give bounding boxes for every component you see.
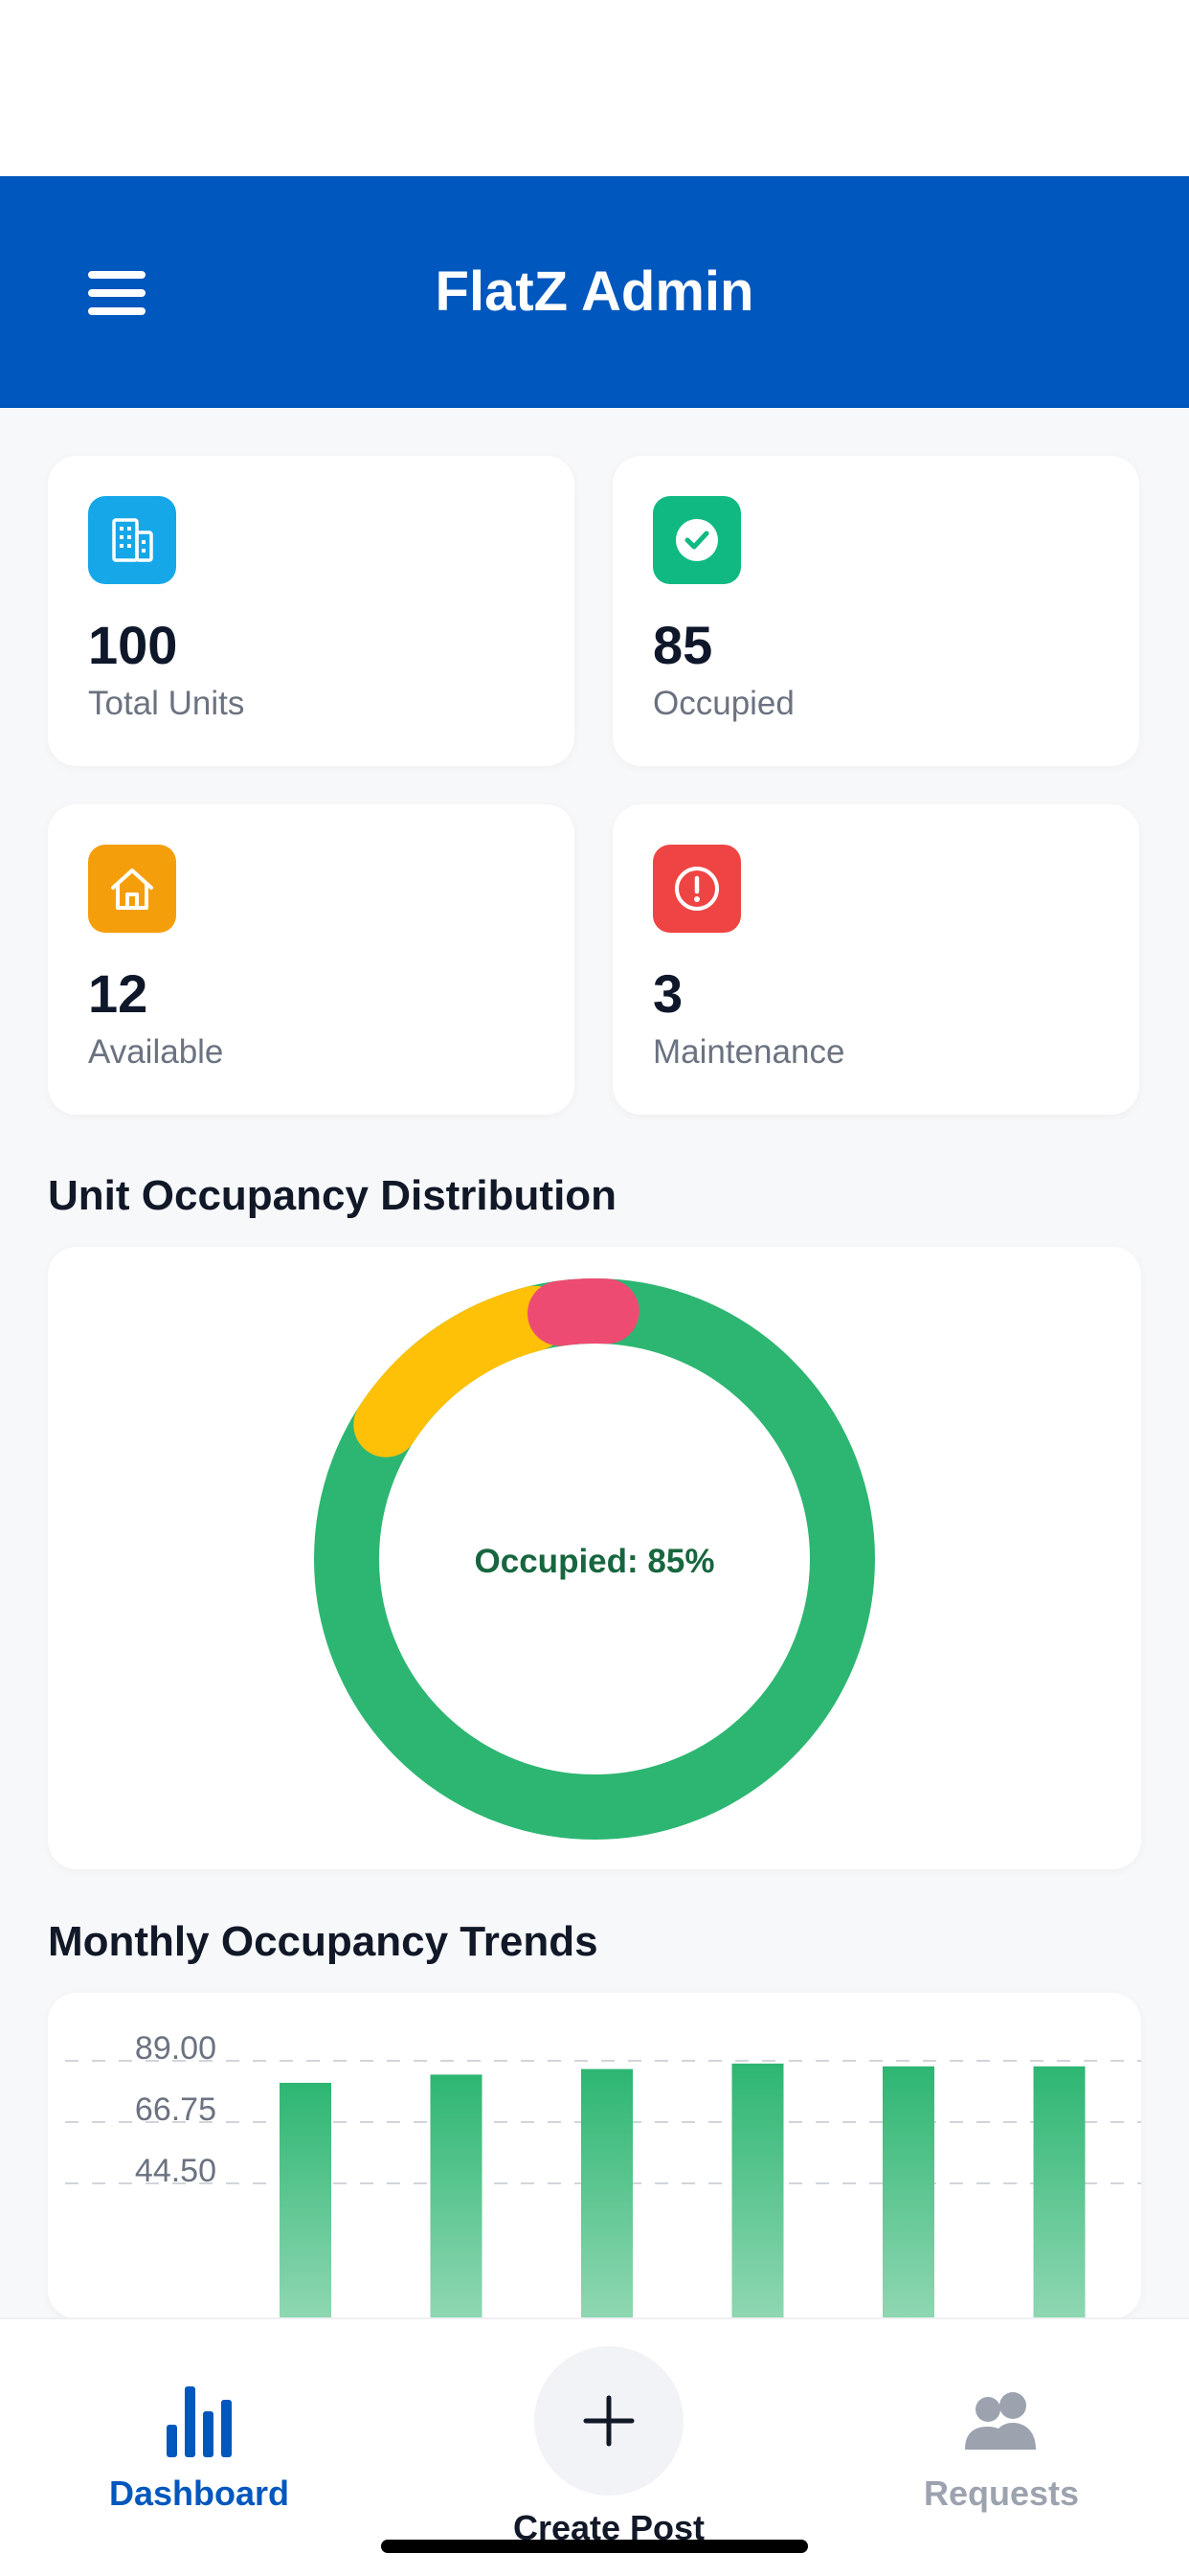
check-glyph xyxy=(676,519,718,561)
create-post-button[interactable] xyxy=(534,2346,684,2496)
app-header xyxy=(0,176,1189,408)
nav-requests[interactable]: Requests xyxy=(858,2383,1145,2515)
home-indicator xyxy=(381,2540,808,2553)
plus-icon xyxy=(583,2395,635,2447)
y-tick-label: 89.00 xyxy=(135,2030,216,2067)
alert-circle-icon xyxy=(653,845,741,933)
home-icon xyxy=(88,845,176,933)
nav-dashboard-label: Dashboard xyxy=(108,2474,290,2513)
status-bar xyxy=(0,0,1189,176)
people-icon xyxy=(965,2392,1036,2450)
y-tick-label: 44.50 xyxy=(135,2153,216,2189)
building-glyph xyxy=(112,518,153,562)
trend-bar xyxy=(430,2074,482,2318)
page-title: FlatZ Admin xyxy=(435,260,754,323)
check-circle-icon xyxy=(653,496,741,584)
trend-bar xyxy=(581,2068,633,2318)
stat-label: Available xyxy=(88,1033,224,1071)
occupancy-trends-card: 89.00 66.75 44.50 xyxy=(48,1993,1141,2318)
menu-bar-top xyxy=(88,271,146,279)
trend-bar xyxy=(883,2066,934,2318)
stat-label: Occupied xyxy=(653,685,795,722)
bar-chart-icon xyxy=(167,2386,232,2457)
donut-center-label: Occupied: 85% xyxy=(475,1543,715,1580)
stat-card-maintenance: 3 Maintenance xyxy=(613,804,1139,1115)
section-title-distribution: Unit Occupancy Distribution xyxy=(48,1172,617,1219)
home-glyph xyxy=(111,869,153,910)
stat-card-available: 12 Available xyxy=(48,804,574,1115)
menu-bar-bottom xyxy=(88,307,146,315)
stat-value: 85 xyxy=(653,615,713,675)
donut-slice-available xyxy=(353,1285,568,1457)
menu-button[interactable] xyxy=(88,259,165,328)
menu-bar-middle xyxy=(88,289,146,297)
stat-label: Maintenance xyxy=(653,1033,845,1071)
occupancy-donut-chart: Occupied: 85% xyxy=(314,1277,875,1840)
section-title-trends: Monthly Occupancy Trends xyxy=(48,1918,598,1965)
stat-value: 3 xyxy=(653,963,684,1024)
occupancy-donut-card: Occupied: 85% xyxy=(48,1247,1141,1869)
trend-bar xyxy=(280,2083,331,2318)
stat-card-occupied: 85 Occupied xyxy=(613,456,1139,766)
stat-value: 12 xyxy=(88,963,148,1024)
building-icon xyxy=(88,496,176,584)
occupancy-trends-chart: 89.00 66.75 44.50 xyxy=(65,2030,1141,2318)
stat-label: Total Units xyxy=(88,685,245,722)
donut-slice-maintenance xyxy=(527,1277,639,1346)
nav-dashboard[interactable]: Dashboard xyxy=(56,2383,343,2515)
y-tick-label: 66.75 xyxy=(135,2091,216,2128)
nav-requests-label: Requests xyxy=(923,2474,1080,2513)
stat-value: 100 xyxy=(88,615,178,675)
trend-bar xyxy=(731,2063,784,2318)
alert-glyph xyxy=(675,867,719,911)
stat-card-total-units: 100 Total Units xyxy=(48,456,574,766)
trend-bar xyxy=(1033,2066,1086,2318)
